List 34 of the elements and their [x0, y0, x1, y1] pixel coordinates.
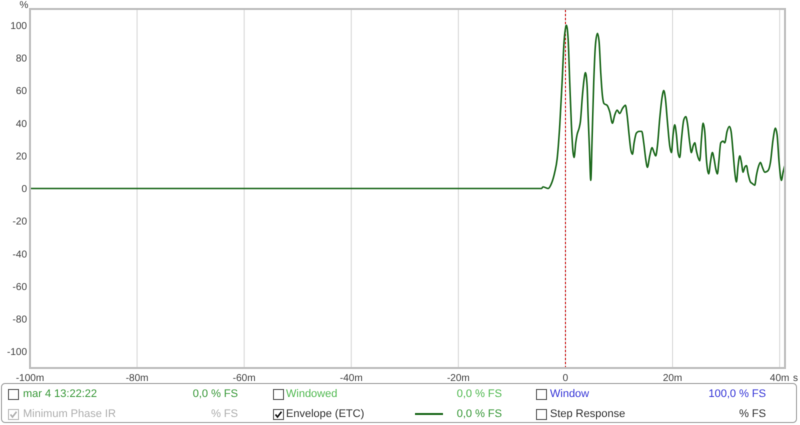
y-axis-title: % [20, 0, 29, 11]
text: % FS [739, 407, 766, 421]
x-tick-label: 20m [662, 373, 682, 384]
text: 0,0 % FS [192, 387, 238, 401]
y-tick-label: -60 [12, 282, 28, 293]
y-tick-label: 80 [16, 54, 28, 65]
x-tick-label: -40m [340, 373, 363, 384]
x-tick-label: -80m [126, 373, 148, 384]
y-tick-label: 40 [16, 118, 28, 130]
y-tick-label: -100 [6, 347, 28, 358]
y-tick-label: 20 [16, 151, 28, 162]
x-tick-label: 40m [770, 373, 790, 384]
line-series [30, 24, 785, 190]
text: Envelope (ETC) [286, 407, 364, 421]
text: 100,0 % FS [708, 387, 766, 401]
x-tick-label: 0 [562, 373, 569, 384]
x-tick-label: -100m [16, 373, 44, 384]
y-tick-label: -80 [12, 314, 28, 326]
text: 0,0 % FS [456, 387, 502, 401]
text: mar 4 13:22:22 [23, 387, 97, 401]
y-tick-label: 100 [10, 20, 28, 32]
y-tick-label: 0 [21, 184, 28, 196]
y-tick-label: 60 [16, 86, 28, 98]
text: Minimum Phase IR [23, 407, 116, 421]
y-tick-label: -40 [12, 249, 28, 260]
text: 0,0 % FS [456, 407, 502, 421]
text: % FS [211, 407, 238, 421]
text: Window [550, 387, 590, 401]
y-tick-label: -20 [12, 216, 28, 228]
text: Step Response [550, 407, 626, 421]
x-tick-label: -20m [446, 373, 470, 384]
x-tick-label: -60m [232, 373, 256, 384]
text: Windowed [286, 387, 338, 401]
x-axis-title: s [793, 373, 798, 384]
